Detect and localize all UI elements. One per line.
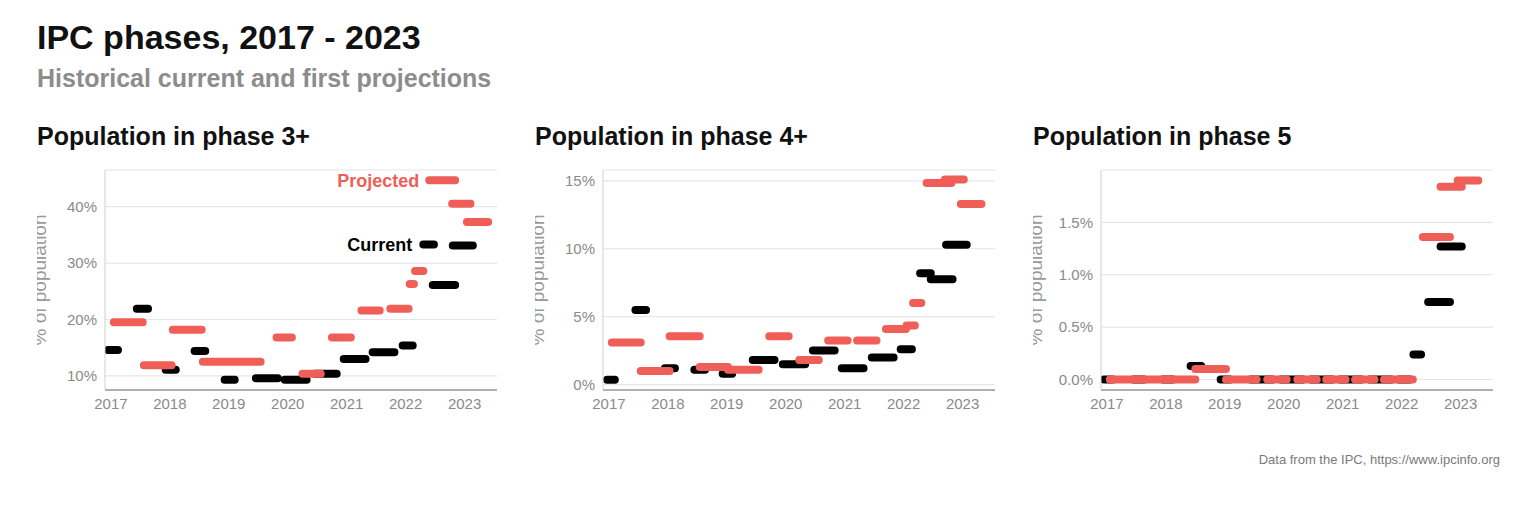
svg-text:2023: 2023 [1444,395,1477,412]
svg-text:% of population: % of population [1033,215,1046,346]
svg-text:2020: 2020 [769,395,802,412]
svg-text:0.5%: 0.5% [1059,318,1093,335]
svg-text:2019: 2019 [1208,395,1241,412]
svg-text:2022: 2022 [1385,395,1418,412]
svg-text:2018: 2018 [153,395,186,412]
svg-text:2019: 2019 [710,395,743,412]
svg-text:10%: 10% [565,240,595,257]
svg-text:2017: 2017 [94,395,127,412]
svg-text:2017: 2017 [592,395,625,412]
svg-text:40%: 40% [67,198,97,215]
svg-text:2020: 2020 [1267,395,1300,412]
svg-text:0.0%: 0.0% [1059,371,1093,388]
svg-text:10%: 10% [67,367,97,384]
svg-text:1.5%: 1.5% [1059,214,1093,231]
html-text:Population in phase 3+: Population in phase 3+ [37,122,310,150]
svg-text:2021: 2021 [828,395,861,412]
svg-text:2018: 2018 [651,395,684,412]
html-text:IPC phases, 2017 - 2023: IPC phases, 2017 - 2023 [37,18,421,56]
svg-text:0%: 0% [573,376,595,393]
svg-text:2023: 2023 [448,395,481,412]
svg-text:2023: 2023 [946,395,979,412]
svg-text:5%: 5% [573,308,595,325]
svg-text:Current: Current [347,235,412,255]
svg-text:15%: 15% [565,172,595,189]
svg-text:% of population: % of population [37,215,50,346]
html-text:Population in phase 4+: Population in phase 4+ [535,122,808,150]
svg-text:2022: 2022 [389,395,422,412]
svg-text:20%: 20% [67,311,97,328]
svg-text:2020: 2020 [271,395,304,412]
svg-text:2018: 2018 [1149,395,1182,412]
svg-text:2022: 2022 [887,395,920,412]
svg-text:% of population: % of population [535,215,548,346]
svg-text:30%: 30% [67,254,97,271]
svg-text:2017: 2017 [1090,395,1123,412]
html-text:Population in phase 5: Population in phase 5 [1033,122,1292,150]
svg-text:2021: 2021 [1326,395,1359,412]
html-text:Historical current and first p: Historical current and first projections [37,64,492,92]
svg-text:2019: 2019 [212,395,245,412]
svg-text:1.0%: 1.0% [1059,266,1093,283]
svg-text:2021: 2021 [330,395,363,412]
svg-text:Projected: Projected [337,171,419,191]
html-text:Data from the IPC, https://www: Data from the IPC, https://www.ipcinfo.o… [1258,452,1500,467]
